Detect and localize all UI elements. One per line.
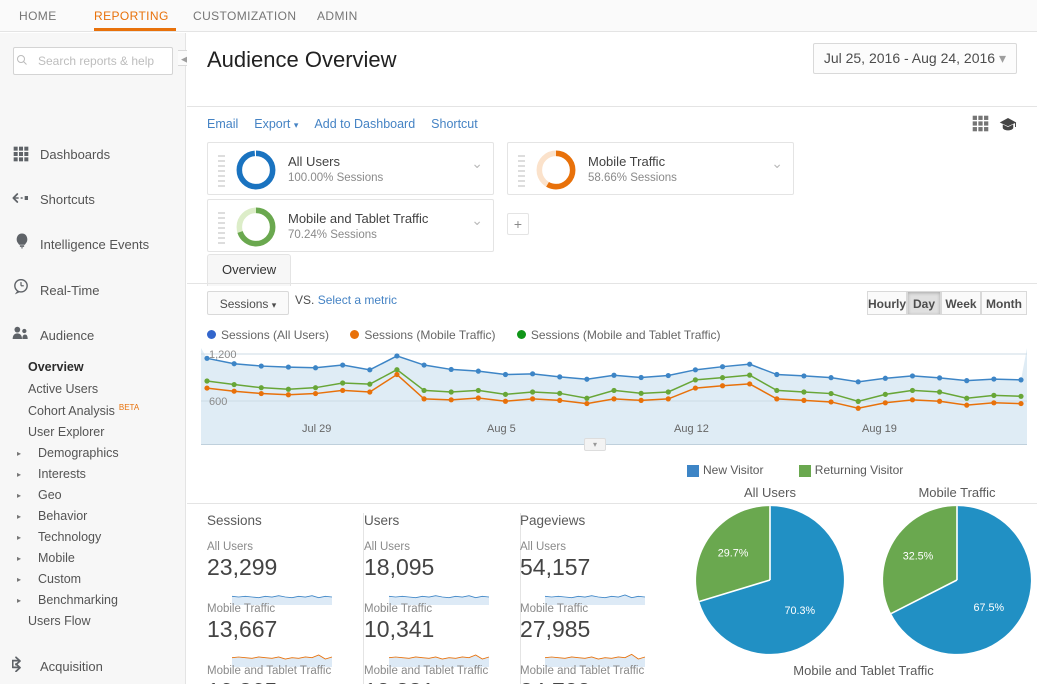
svg-text:32.5%: 32.5% — [903, 550, 934, 562]
svg-text:70.3%: 70.3% — [785, 605, 816, 617]
svg-text:67.5%: 67.5% — [974, 602, 1005, 614]
svg-text:29.7%: 29.7% — [718, 547, 749, 559]
